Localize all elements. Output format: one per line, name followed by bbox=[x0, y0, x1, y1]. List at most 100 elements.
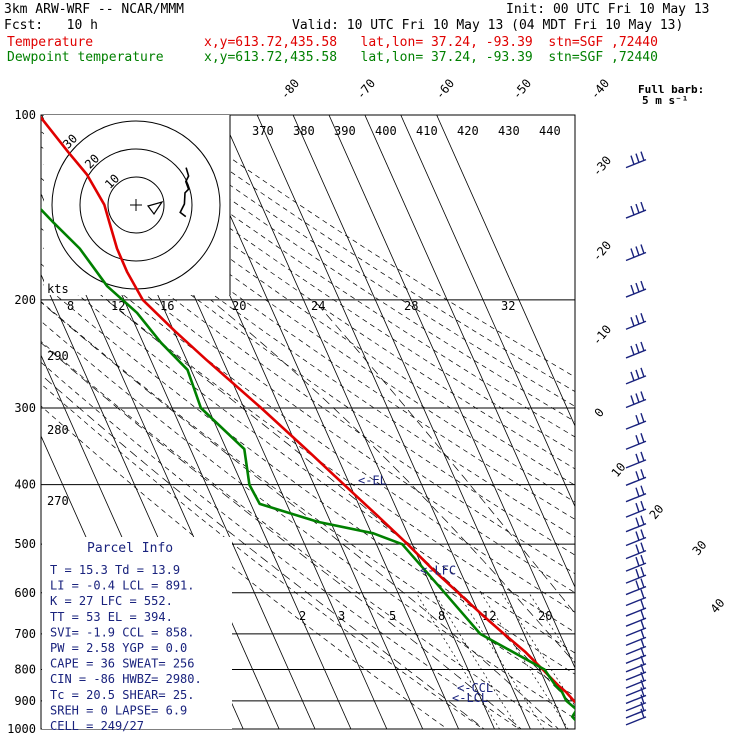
speed-label: 16 bbox=[160, 299, 174, 313]
dewpoint-location: x,y=613.72,435.58 lat,lon= 37.24, -93.39… bbox=[204, 50, 658, 65]
wind-barb-feather bbox=[640, 469, 645, 479]
wind-barb-feather bbox=[640, 515, 645, 525]
isotherm-label: -80 bbox=[278, 76, 303, 102]
wind-barb-feather bbox=[635, 531, 640, 541]
wind-barb-feather bbox=[630, 345, 635, 356]
parcel-info-row: CELL = 249/27 bbox=[50, 719, 144, 733]
speed-label: 12 bbox=[111, 299, 125, 313]
model-title: 3km ARW-WRF -- NCAR/MMM bbox=[4, 2, 185, 17]
isotherm-label: -70 bbox=[354, 76, 379, 102]
mixing-ratio-labels: 2 3 5 8 12 20 bbox=[299, 609, 552, 623]
wind-barb-feather bbox=[640, 313, 645, 323]
pressure-tick-label: 100 bbox=[14, 108, 36, 122]
wind-barb bbox=[625, 694, 647, 705]
dry-adiabat bbox=[41, 146, 575, 520]
wind-barb-feather bbox=[635, 369, 640, 380]
wind-barb-feather bbox=[640, 244, 645, 254]
level-marker: <-LFC bbox=[420, 564, 456, 578]
wind-barb-feather bbox=[640, 619, 645, 630]
temperature-label: Temperature bbox=[7, 35, 94, 50]
isotherm-label: 0 bbox=[592, 405, 607, 420]
pressure-tick-label: 700 bbox=[14, 627, 36, 641]
moist-adiabat bbox=[106, 299, 575, 708]
wind-barb bbox=[625, 209, 647, 219]
wind-barb-feather bbox=[640, 432, 645, 443]
wind-barb-feather bbox=[640, 485, 645, 495]
hodograph-ring-10 bbox=[107, 176, 165, 234]
wind-barb-feather bbox=[640, 391, 645, 401]
wind-barb bbox=[625, 607, 647, 617]
wind-barb bbox=[625, 663, 647, 673]
theta-label: 290 bbox=[47, 349, 69, 363]
hodograph-units: kts bbox=[47, 282, 69, 296]
parcel-info-row: CAPE = 36 SWEAT= 256 bbox=[50, 657, 195, 671]
dry-adiabat bbox=[41, 340, 556, 729]
wind-barb-feather bbox=[640, 554, 645, 565]
wind-barb bbox=[625, 671, 647, 681]
wind-barb-feather bbox=[640, 638, 645, 648]
theta-label: 380 bbox=[293, 124, 315, 138]
mixing-ratio-label: 20 bbox=[538, 609, 552, 623]
wind-barb-feather bbox=[635, 282, 640, 293]
wind-barb-feather bbox=[640, 280, 645, 291]
wind-barb bbox=[625, 574, 647, 584]
speed-scale: 8 12 16 20 24 28 32 bbox=[67, 299, 515, 313]
theta-label: 280 bbox=[47, 423, 69, 437]
wind-barb bbox=[625, 562, 647, 572]
moist-adiabat bbox=[313, 299, 575, 614]
wind-barb-feather bbox=[640, 687, 645, 697]
pressure-tick-label: 900 bbox=[14, 694, 36, 708]
wind-barb-feather bbox=[640, 451, 645, 462]
dry-adiabat bbox=[41, 131, 575, 503]
dry-adiabat bbox=[168, 127, 575, 392]
parcel-info-row: CIN = -86 HWBZ= 2980. bbox=[50, 672, 202, 686]
wind-barb bbox=[625, 508, 647, 518]
isotherm-line bbox=[400, 115, 575, 508]
wind-barb bbox=[625, 459, 647, 469]
isotherm-line bbox=[220, 115, 495, 729]
wind-barb-feather bbox=[635, 471, 640, 481]
wind-barb-feather bbox=[640, 655, 645, 666]
parcel-info-row: K = 27 LFC = 552. bbox=[50, 594, 173, 608]
wind-barb bbox=[625, 585, 647, 596]
dry-adiabat bbox=[41, 227, 575, 613]
wind-barb bbox=[625, 687, 647, 697]
isotherm-line bbox=[256, 115, 531, 729]
wind-barb-feather bbox=[640, 341, 645, 352]
theta-label: 440 bbox=[539, 124, 561, 138]
wind-barb bbox=[625, 679, 647, 689]
theta-label: 400 bbox=[375, 124, 397, 138]
mixing-ratio-label: 5 bbox=[389, 609, 396, 623]
dewpoint-label: Dewpoint temperature bbox=[7, 50, 164, 65]
wind-barb-feather bbox=[640, 663, 645, 674]
moist-adiabat bbox=[210, 299, 575, 664]
parcel-info-row: T = 15.3 Td = 13.9 bbox=[50, 563, 180, 577]
wind-barb-feather bbox=[640, 566, 645, 577]
isotherm-label: -50 bbox=[510, 76, 535, 102]
barb-legend-unit: 5 m s⁻¹ bbox=[642, 94, 688, 107]
wind-barb bbox=[625, 654, 647, 664]
wind-barb-feather bbox=[640, 609, 645, 620]
wind-barb-feather bbox=[635, 315, 640, 325]
pressure-tick-label: 300 bbox=[14, 401, 36, 415]
wind-barb bbox=[625, 536, 647, 547]
dry-adiabat bbox=[41, 383, 484, 729]
wind-barb bbox=[625, 288, 647, 298]
temperature-curve bbox=[41, 115, 575, 704]
wind-barb-feather bbox=[635, 343, 640, 354]
wind-barb bbox=[625, 702, 647, 712]
isotherm-label: 30 bbox=[690, 538, 710, 558]
parcel-info-row: SREH = 0 LAPSE= 6.9 bbox=[50, 703, 187, 717]
sounding-curves bbox=[41, 115, 575, 722]
moist-adiabat bbox=[41, 342, 522, 729]
theta-label: 370 bbox=[252, 124, 274, 138]
wind-barb bbox=[625, 617, 647, 627]
wind-barb-feather bbox=[640, 151, 645, 161]
wind-barb-feather bbox=[640, 629, 645, 639]
isotherm-line bbox=[364, 115, 575, 589]
wind-barb bbox=[625, 398, 647, 409]
theta-label: 270 bbox=[47, 494, 69, 508]
mixing-ratio-line bbox=[457, 592, 545, 729]
pressure-axis: 100 200 300 400 500 600 700 800 900 1000 bbox=[7, 108, 36, 736]
